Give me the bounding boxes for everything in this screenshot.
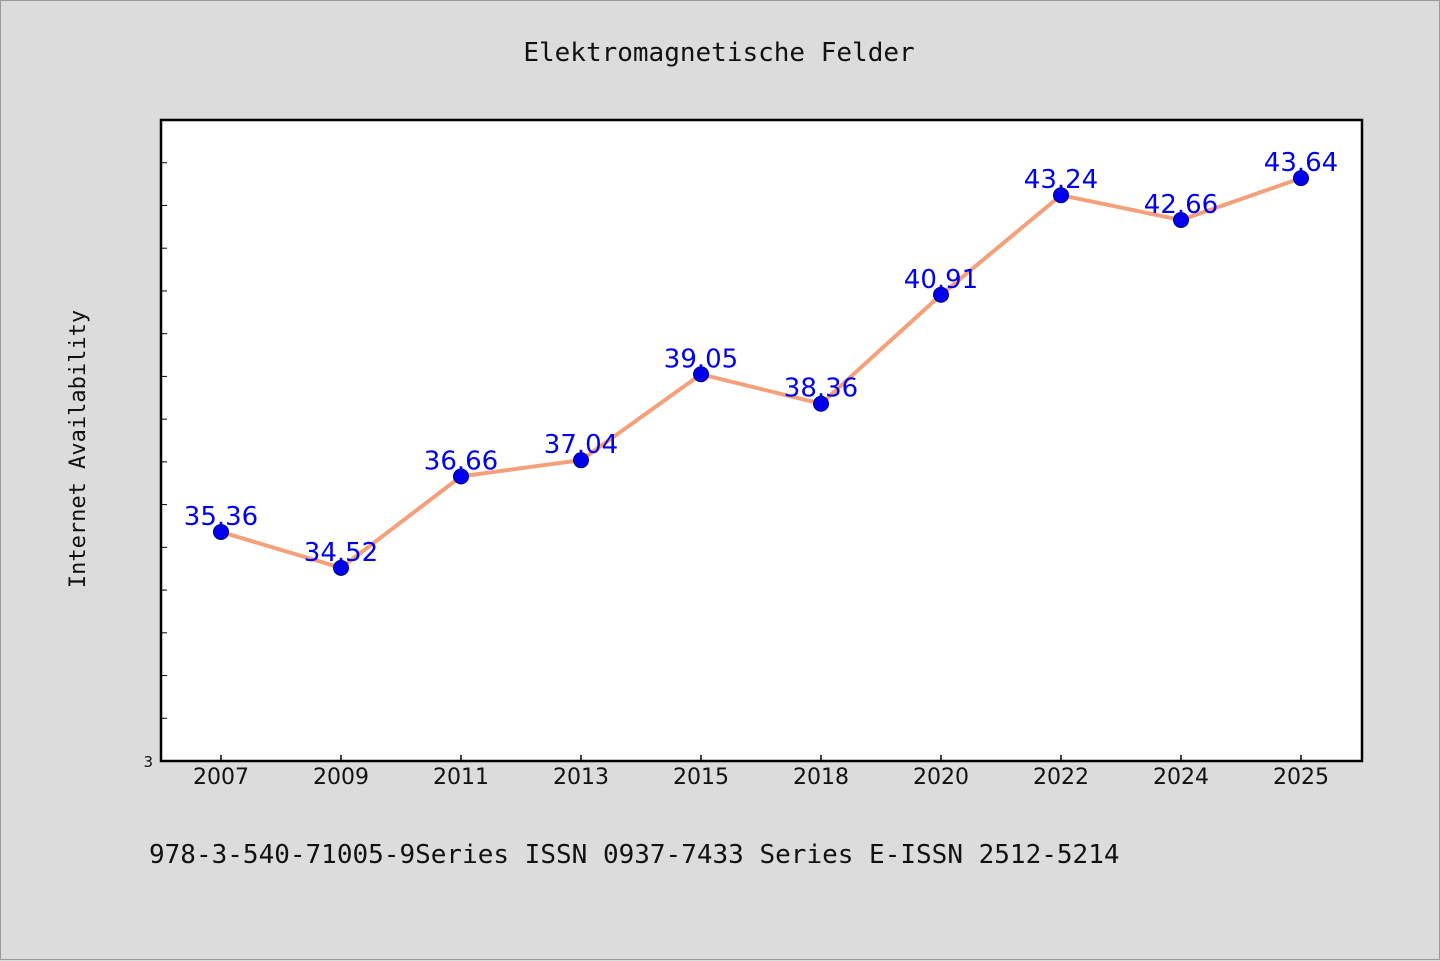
- data-point: [1173, 211, 1189, 228]
- series-line: [220, 176, 1302, 570]
- x-tick-label: 2022: [1033, 765, 1089, 790]
- data-label: 42.66: [1144, 190, 1218, 220]
- x-axis-ticks: [220, 755, 1302, 761]
- x-tick-label: 2013: [553, 765, 609, 790]
- data-label: 34.52: [304, 538, 378, 568]
- data-label: 35.36: [184, 502, 258, 532]
- data-point: [693, 366, 709, 383]
- data-label: 39.05: [664, 344, 738, 374]
- chart-title: Elektromagnetische Felder: [523, 38, 914, 68]
- data-point: [213, 523, 229, 540]
- data-point: [1293, 170, 1309, 187]
- x-tick-label: 2020: [913, 765, 969, 790]
- data-point: [1053, 187, 1069, 204]
- x-tick-label: 2015: [673, 765, 729, 790]
- x-tick-label: 2007: [193, 765, 249, 790]
- x-tick-label: 2009: [313, 765, 369, 790]
- data-label: 36.66: [424, 446, 498, 476]
- footer-isbn-text: 978-3-540-71005-9Series ISSN 0937-7433 S…: [149, 840, 1120, 870]
- plot-area: [159, 118, 1364, 763]
- data-label: 37.04: [544, 430, 618, 460]
- y-min-tick-label: 3: [143, 753, 153, 771]
- y-axis-label: Internet Availability: [66, 310, 91, 588]
- data-point: [813, 395, 829, 412]
- data-point: [453, 468, 469, 485]
- data-label: 43.24: [1024, 165, 1098, 195]
- data-point: [333, 559, 349, 576]
- data-point: [573, 452, 589, 469]
- x-tick-label: 2025: [1273, 765, 1329, 790]
- x-tick-label: 2024: [1153, 765, 1209, 790]
- data-label: 38.36: [784, 374, 858, 404]
- data-label: 40.91: [904, 265, 978, 295]
- data-markers: [213, 170, 1309, 576]
- x-tick-label: 2018: [793, 765, 849, 790]
- y-axis-ticks: [161, 162, 167, 719]
- data-label: 43.64: [1264, 148, 1338, 178]
- x-tick-label: 2011: [433, 765, 489, 790]
- data-point: [933, 286, 949, 303]
- data-labels: 35.36 34.52 36.66 37.04 39.05 38.36 40.91 43.24…: [184, 148, 1338, 568]
- x-tick-labels: 2007 2009 2011 2013 2015 2018 2020 2022 2024 2025: [193, 765, 1329, 790]
